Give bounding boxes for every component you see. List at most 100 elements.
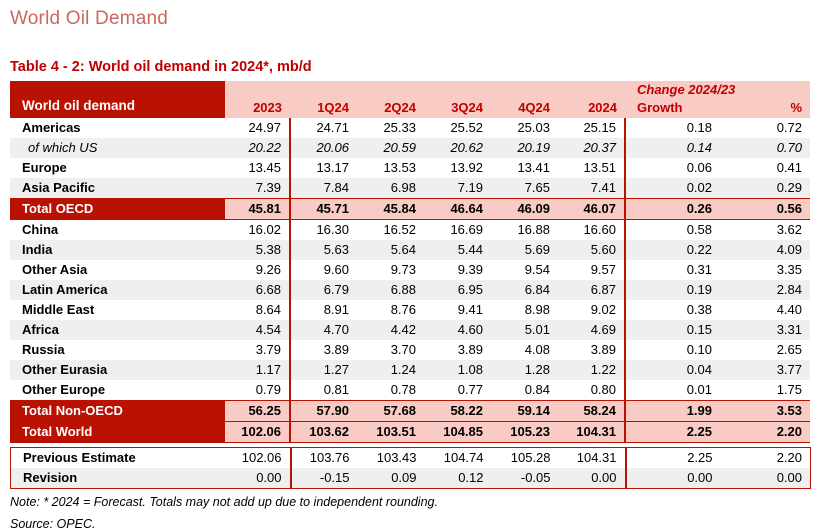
cell-value: 25.33 bbox=[383, 120, 416, 135]
table-row: Africa 4.54 4.70 4.42 4.60 5.01 4.69 0.15 3.31 bbox=[10, 320, 810, 340]
column-header-2q24: 2Q24 bbox=[357, 98, 424, 118]
cell-value: 3.53 bbox=[720, 400, 810, 422]
table-row: Other Europe 0.79 0.81 0.78 0.77 0.84 0.80 0.01… bbox=[10, 380, 810, 401]
cell-value: 5.64 bbox=[357, 240, 424, 260]
cell-value: 8.98 bbox=[524, 302, 550, 317]
row-label: Latin America bbox=[10, 280, 225, 300]
cell-value: 56.25 bbox=[225, 400, 291, 422]
row-label: Europe bbox=[22, 160, 67, 175]
cell-value: 0.10 bbox=[686, 342, 712, 357]
cell-value: 0.19 bbox=[625, 280, 720, 300]
cell-value: 24.71 bbox=[316, 120, 349, 135]
cell-value: 0.00 bbox=[558, 468, 627, 489]
cell-value: 9.73 bbox=[390, 262, 416, 277]
cell-value: 103.43 bbox=[376, 450, 417, 465]
cell-value: 0.26 bbox=[625, 198, 720, 220]
row-label: Total World bbox=[10, 421, 225, 443]
cell-value: 0.00 bbox=[225, 468, 292, 489]
cell-value: 46.09 bbox=[491, 198, 558, 220]
cell-value: 58.24 bbox=[558, 400, 626, 422]
estimate-revision-body: Previous Estimate 102.06 103.76 103.43 104.7… bbox=[10, 447, 811, 489]
cell-value: 20.22 bbox=[225, 138, 291, 158]
cell-value: 104.31 bbox=[558, 421, 626, 443]
table-row: Previous Estimate 102.06 103.76 103.43 104.7… bbox=[11, 447, 811, 468]
row-label: Other Europe bbox=[22, 382, 106, 397]
row-label: Previous Estimate bbox=[23, 450, 136, 465]
cell-value: 103.51 bbox=[357, 421, 424, 443]
cell-value: 4.40 bbox=[776, 302, 802, 317]
cell-value: 2.25 bbox=[625, 421, 720, 443]
row-label: of which US bbox=[10, 138, 225, 158]
cell-value: 20.62 bbox=[424, 138, 491, 158]
cell-value: 102.06 bbox=[225, 421, 291, 443]
change-2024-23-header: Change 2024/23 bbox=[625, 81, 810, 98]
cell-value: 5.01 bbox=[491, 320, 558, 340]
cell-value: 5.38 bbox=[225, 240, 291, 260]
cell-value: 20.37 bbox=[558, 138, 626, 158]
cell-value: 45.71 bbox=[290, 198, 357, 220]
cell-value: 16.69 bbox=[450, 222, 483, 237]
cell-value: 0.09 bbox=[357, 468, 425, 489]
table-row: Russia 3.79 3.89 3.70 3.89 4.08 3.89 0.10 2.65 bbox=[10, 340, 810, 360]
cell-value: 6.98 bbox=[357, 178, 424, 199]
cell-value: 3.31 bbox=[720, 320, 810, 340]
cell-value: 0.84 bbox=[524, 382, 550, 397]
cell-value: 3.89 bbox=[558, 340, 626, 360]
cell-value: 3.77 bbox=[720, 360, 810, 380]
cell-value: 0.31 bbox=[686, 262, 712, 277]
cell-value: 0.38 bbox=[686, 302, 712, 317]
page-title: World Oil Demand bbox=[10, 8, 169, 29]
header-row-columns: 2023 1Q24 2Q24 3Q24 4Q24 2024 Growth % bbox=[10, 98, 810, 118]
cell-value: 57.90 bbox=[290, 400, 357, 422]
cell-value: 5.69 bbox=[491, 240, 558, 260]
cell-value: 20.59 bbox=[357, 138, 424, 158]
cell-value: 0.04 bbox=[625, 360, 720, 380]
row-label: Africa bbox=[10, 320, 225, 340]
cell-value: 9.41 bbox=[457, 302, 483, 317]
table-row: of which US 20.22 20.06 20.59 20.62 20.19 20.3… bbox=[10, 138, 810, 158]
note-text: Note: * 2024 = Forecast. Totals may not … bbox=[10, 495, 438, 509]
table-row: Europe 13.45 13.17 13.53 13.92 13.41 13.51 0.06… bbox=[10, 158, 810, 178]
cell-value: 5.44 bbox=[424, 240, 491, 260]
cell-value: 13.45 bbox=[225, 158, 291, 178]
table-row: India 5.38 5.63 5.64 5.44 5.69 5.60 0.22 4.09 bbox=[10, 240, 810, 260]
cell-value: 13.92 bbox=[450, 160, 483, 175]
table-row: Revision 0.00 -0.15 0.09 0.12 -0.05 0.00 0.00 0.… bbox=[10, 468, 811, 489]
cell-value: 0.12 bbox=[424, 468, 492, 489]
column-header-3q24: 3Q24 bbox=[424, 98, 491, 118]
cell-value: 6.79 bbox=[290, 280, 357, 300]
cell-value: 0.02 bbox=[625, 178, 720, 199]
row-label: Other Eurasia bbox=[10, 360, 225, 380]
cell-value: 0.58 bbox=[686, 222, 712, 237]
cell-value: 0.15 bbox=[625, 320, 720, 340]
cell-value: 103.76 bbox=[309, 450, 350, 465]
cell-value: 6.95 bbox=[424, 280, 491, 300]
cell-value: 13.51 bbox=[558, 158, 626, 178]
cell-value: 2.84 bbox=[720, 280, 810, 300]
demand-table: World oil demand Change 2024/23 2023 1Q2… bbox=[10, 81, 810, 443]
cell-value: 0.06 bbox=[686, 160, 712, 175]
cell-value: 25.15 bbox=[558, 118, 626, 138]
cell-value: 0.29 bbox=[720, 178, 810, 199]
table-row: Total World 102.06 103.62 103.51 104.85 105.2… bbox=[10, 421, 810, 443]
row-label: Asia Pacific bbox=[10, 178, 225, 199]
cell-value: 46.07 bbox=[558, 198, 626, 220]
cell-value: 4.60 bbox=[424, 320, 491, 340]
table-body: Americas 24.97 24.71 25.33 25.52 25.03 25.15 0.… bbox=[10, 118, 810, 443]
cell-value: 5.60 bbox=[558, 240, 626, 260]
cell-value: 0.41 bbox=[776, 160, 802, 175]
cell-value: 7.19 bbox=[424, 178, 491, 199]
header-label-cell: World oil demand bbox=[10, 81, 225, 118]
cell-value: 0.01 bbox=[686, 382, 712, 397]
cell-value: 20.06 bbox=[290, 138, 357, 158]
row-label: Americas bbox=[22, 120, 81, 135]
cell-value: 57.68 bbox=[357, 400, 424, 422]
cell-value: 0.77 bbox=[457, 382, 483, 397]
estimate-revision-table: Previous Estimate 102.06 103.76 103.43 104.7… bbox=[10, 447, 811, 489]
cell-value: 1.28 bbox=[491, 360, 558, 380]
cell-value: 1.27 bbox=[290, 360, 357, 380]
cell-value: 9.60 bbox=[323, 262, 349, 277]
cell-value: 0.79 bbox=[225, 380, 291, 401]
table-row: Americas 24.97 24.71 25.33 25.52 25.03 25.15 0.… bbox=[10, 118, 810, 138]
table-row: Latin America 6.68 6.79 6.88 6.95 6.84 6.87 0.1… bbox=[10, 280, 810, 300]
